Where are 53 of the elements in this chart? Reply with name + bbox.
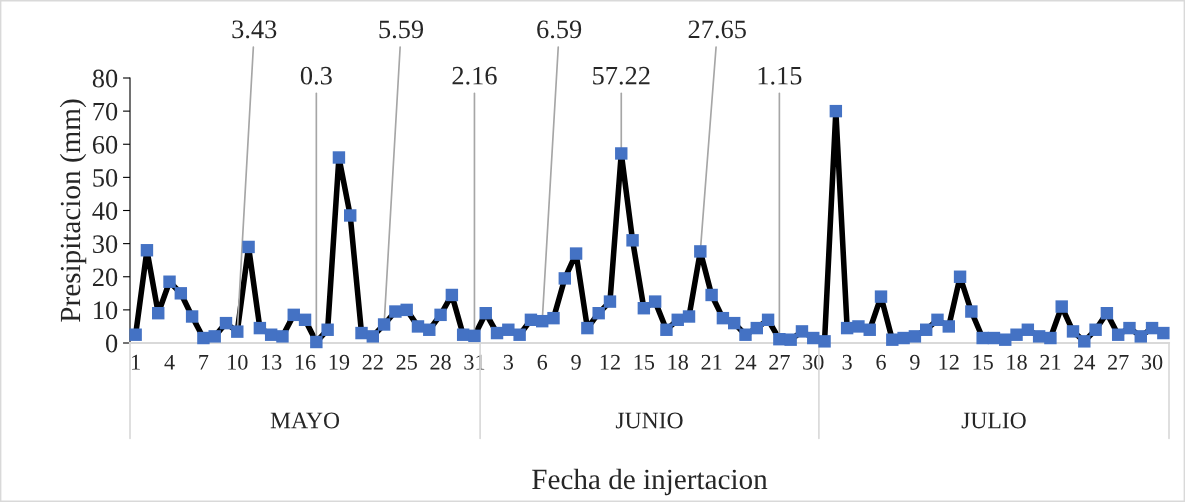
x-tick-label: 21: [1040, 354, 1061, 370]
x-tick-label: 15: [973, 354, 993, 370]
y-tick-label: 0: [106, 334, 118, 353]
data-label: 57.22: [593, 66, 650, 85]
y-tick-label: 40: [92, 202, 118, 220]
x-tick-label: 3: [503, 354, 514, 370]
x-tick-label: 6: [537, 354, 548, 370]
data-label: 3.43: [232, 20, 277, 39]
y-axis-title: Presipitacion (mm): [59, 99, 87, 322]
y-tick-label: 20: [92, 268, 118, 287]
x-axis-title: Fecha de injertacion: [532, 468, 768, 496]
x-tick-label: 3: [842, 354, 852, 370]
data-label: 27.65: [688, 20, 746, 39]
x-tick-label: 21: [701, 354, 722, 370]
x-tick-label: 9: [910, 354, 920, 370]
x-tick-label: 25: [396, 354, 417, 370]
x-tick-label: 10: [228, 354, 248, 370]
data-label: 2.16: [452, 66, 497, 85]
text: JULIO: [961, 412, 1026, 429]
y-tick-label: 30: [93, 235, 118, 254]
x-tick-label: 31: [464, 354, 485, 370]
x-tick-label: 4: [164, 354, 175, 370]
x-tick-label: 13: [262, 354, 282, 370]
x-tick-label: 7: [199, 354, 209, 370]
x-tick-label: 30: [803, 354, 824, 370]
x-tick-label: 9: [571, 354, 581, 370]
y-tick-label: 60: [92, 135, 118, 154]
x-tick-label: 28: [430, 354, 451, 370]
x-tick-label: 18: [668, 354, 688, 370]
x-tick-label: 6: [876, 354, 886, 370]
y-tick-label: 70: [93, 102, 118, 121]
y-tick-label: 10: [94, 301, 118, 320]
y-tick-label: 50: [93, 168, 118, 187]
text: MAYO: [270, 412, 340, 429]
x-tick-label: 27: [769, 354, 790, 370]
x-tick-label: 12: [939, 354, 959, 370]
x-tick-label: 19: [329, 354, 350, 370]
x-tick-label: 24: [735, 354, 757, 370]
x-tick-label: 27: [1108, 354, 1129, 370]
x-tick-label: 24: [1074, 354, 1096, 370]
x-tick-label: 1: [132, 354, 140, 370]
data-label: 6.59: [537, 20, 582, 39]
data-label: 0.3: [300, 66, 332, 85]
text: JUNIO: [615, 412, 683, 429]
y-tick-label: 80: [92, 69, 118, 88]
x-tick-label: 15: [634, 354, 655, 370]
x-tick-label: 12: [600, 354, 620, 370]
x-tick-label: 30: [1142, 354, 1163, 370]
data-label: 1.15: [758, 66, 802, 85]
data-label: 5.59: [379, 20, 424, 39]
x-tick-label: 18: [1007, 354, 1027, 370]
x-tick-label: 22: [362, 354, 383, 370]
x-tick-label: 16: [295, 354, 316, 370]
